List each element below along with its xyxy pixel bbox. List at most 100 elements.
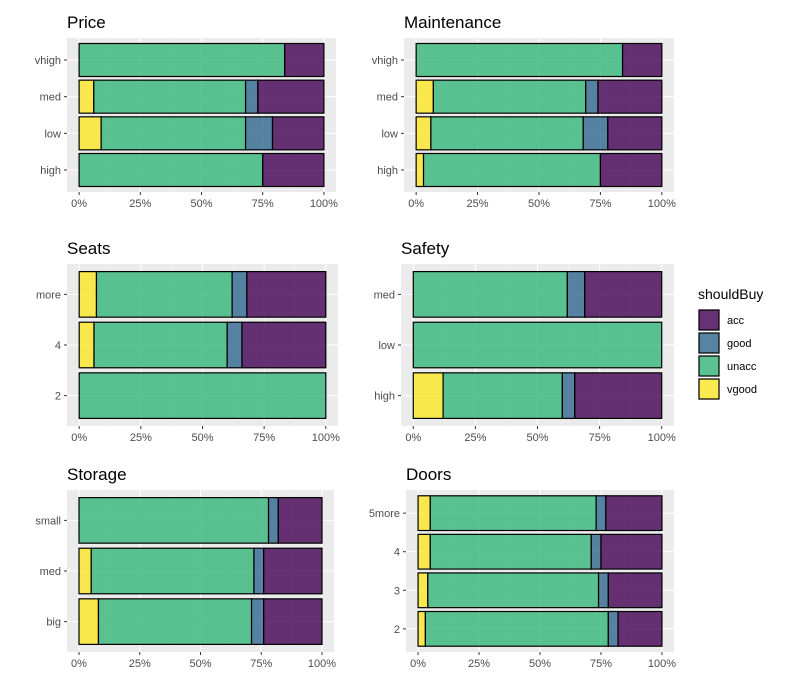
x-tick-label: 0% [408, 198, 424, 210]
legend: shouldBuy acc good unacc vgood [698, 286, 763, 400]
bar-5more-vgood [417, 495, 431, 532]
y-tick-label-more: more [36, 289, 61, 301]
y-tick-label-med: med [40, 566, 61, 578]
y-tick-label-high: high [377, 165, 398, 177]
bar-low-unacc [100, 116, 247, 151]
y-tick-label-med: med [40, 92, 61, 104]
bar-med-good [253, 547, 265, 595]
x-tick-label: 0% [405, 432, 421, 444]
x-tick-label: 50% [529, 658, 551, 670]
panel-maintenance: high low med vhigh 0% 25% 50% 75% 100% Maintenanc… [372, 13, 676, 210]
bar-med-vgood [415, 79, 434, 114]
bar-high-good [561, 372, 576, 420]
y-tick-label-5more: 5more [369, 508, 400, 520]
bar-low-unacc [412, 321, 663, 369]
legend-label-vgood: vgood [727, 384, 757, 396]
x-tick-label: 50% [190, 198, 212, 210]
bar-med-acc [597, 79, 663, 114]
bar-5more-unacc [429, 495, 597, 532]
panel-title: Safety [401, 239, 450, 258]
bar-big-good [250, 598, 265, 646]
bar-low-unacc [430, 116, 584, 151]
bar-more-unacc [95, 270, 233, 318]
bar-vhigh-unacc [415, 42, 624, 78]
bar-big-unacc [97, 598, 253, 646]
bar-small-good [267, 496, 279, 544]
panel-storage: big med small 0% 25% 50% 75% 100% Storage [35, 465, 336, 670]
x-tick-label: 25% [468, 658, 490, 670]
bar-3-vgood [417, 572, 429, 609]
x-tick-label: 75% [253, 432, 275, 444]
bar-4-unacc [429, 533, 592, 570]
bar-2-acc [617, 610, 663, 647]
y-tick-label-2: 2 [55, 391, 61, 403]
panel-doors: 2 3 4 5more 0% 25% 50% 75% 100% Doors [369, 465, 676, 670]
y-tick-label-low: low [44, 128, 61, 140]
x-tick-label: 0% [71, 432, 87, 444]
bar-high-acc [599, 152, 663, 188]
bar-vhigh-acc [284, 42, 325, 78]
x-tick-label: 100% [648, 198, 676, 210]
y-tick-label-low: low [378, 340, 395, 352]
y-tick-label-vhigh: vhigh [372, 55, 398, 67]
bar-med-unacc [90, 547, 255, 595]
bar-big-vgood [78, 598, 100, 646]
x-tick-label: 0% [71, 198, 87, 210]
legend-swatch-acc [698, 309, 720, 331]
bar-4-acc [600, 533, 663, 570]
bar-4-acc [241, 321, 327, 369]
bar-med-unacc [412, 270, 568, 318]
bar-5more-good [595, 495, 607, 532]
bar-med-unacc [93, 79, 247, 114]
bar-low-good [244, 116, 274, 151]
bar-2-unacc [78, 372, 327, 420]
x-tick-label: 75% [589, 198, 611, 210]
x-tick-label: 100% [648, 658, 676, 670]
panel-price: high low med vhigh 0% 25% 50% 75% 100% Price [35, 13, 338, 210]
bar-med-vgood [78, 79, 95, 114]
legend-swatch-vgood [698, 378, 720, 400]
x-tick-label: 75% [250, 658, 272, 670]
bar-4-vgood [417, 533, 431, 570]
x-tick-label: 75% [252, 198, 274, 210]
bar-low-acc [271, 116, 325, 151]
bar-4-good [590, 533, 602, 570]
x-tick-label: 25% [130, 432, 152, 444]
bar-med-good [244, 79, 259, 114]
bar-5more-acc [605, 495, 663, 532]
bar-med-acc [263, 547, 323, 595]
legend-swatch-unacc [698, 355, 720, 377]
x-tick-label: 0% [410, 658, 426, 670]
panels: high low med vhigh 0% 25% 50% 75% 100% Price high l… [35, 13, 677, 670]
bar-4-unacc [93, 321, 228, 369]
y-tick-label-big: big [46, 617, 61, 629]
bar-low-good [582, 116, 609, 151]
bar-med-good [566, 270, 586, 318]
bar-med-unacc [432, 79, 587, 114]
x-tick-label: 50% [526, 432, 548, 444]
x-tick-label: 75% [589, 432, 611, 444]
x-tick-label: 50% [528, 198, 550, 210]
panel-title: Storage [67, 465, 127, 484]
bar-small-acc [277, 496, 323, 544]
bar-3-good [597, 572, 609, 609]
bar-4-good [226, 321, 243, 369]
bar-3-acc [607, 572, 663, 609]
bar-high-acc [262, 152, 325, 188]
legend-item-good: good [698, 332, 751, 354]
panel-title: Seats [67, 239, 110, 258]
bar-small-unacc [78, 496, 270, 544]
bar-med-acc [584, 270, 663, 318]
bar-med-good [585, 79, 599, 114]
y-tick-label-4: 4 [394, 547, 400, 559]
bar-high-vgood [412, 372, 444, 420]
bar-vhigh-unacc [78, 42, 286, 78]
bar-high-acc [574, 372, 663, 420]
y-tick-label-low: low [381, 128, 398, 140]
bar-low-vgood [415, 116, 432, 151]
x-tick-label: 25% [464, 432, 486, 444]
bar-med-acc [257, 79, 325, 114]
bar-vhigh-acc [621, 42, 663, 78]
panel-seats: 2 4 more 0% 25% 50% 75% 100% Seats [36, 239, 340, 444]
